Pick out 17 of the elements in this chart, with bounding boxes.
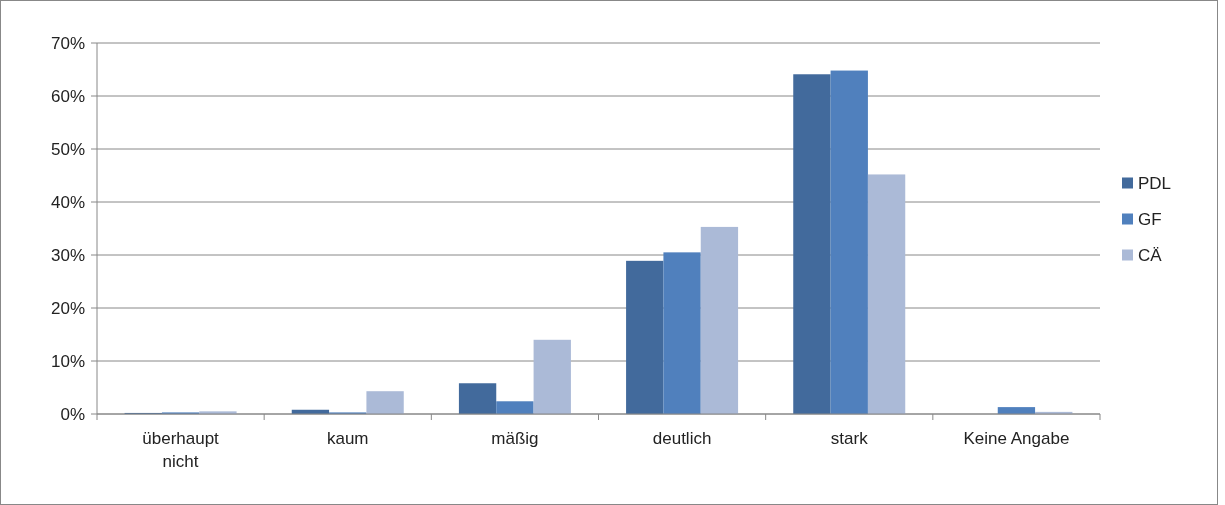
x-tick-label: mäßig — [491, 429, 539, 448]
x-tick-label: kaum — [326, 429, 369, 448]
legend-label: PDL — [1138, 174, 1172, 194]
y-tick-label: 50% — [50, 139, 85, 159]
x-tick-label: stark — [830, 429, 869, 448]
x-tick-label: deutlich — [652, 429, 712, 448]
x-tick-label: überhaupt nicht — [142, 429, 220, 471]
legend-label: CÄ — [1138, 246, 1163, 266]
y-tick-label: 60% — [50, 86, 85, 106]
y-tick-label: 70% — [50, 33, 85, 53]
y-tick-label: 20% — [50, 298, 85, 318]
y-tick-label: 10% — [50, 351, 85, 371]
x-tick-label: Keine Angabe — [963, 429, 1070, 448]
y-tick-label: 0% — [60, 404, 85, 424]
y-tick-label: 30% — [50, 245, 85, 265]
legend-label: GF — [1138, 210, 1162, 230]
y-tick-label: 40% — [50, 192, 85, 212]
